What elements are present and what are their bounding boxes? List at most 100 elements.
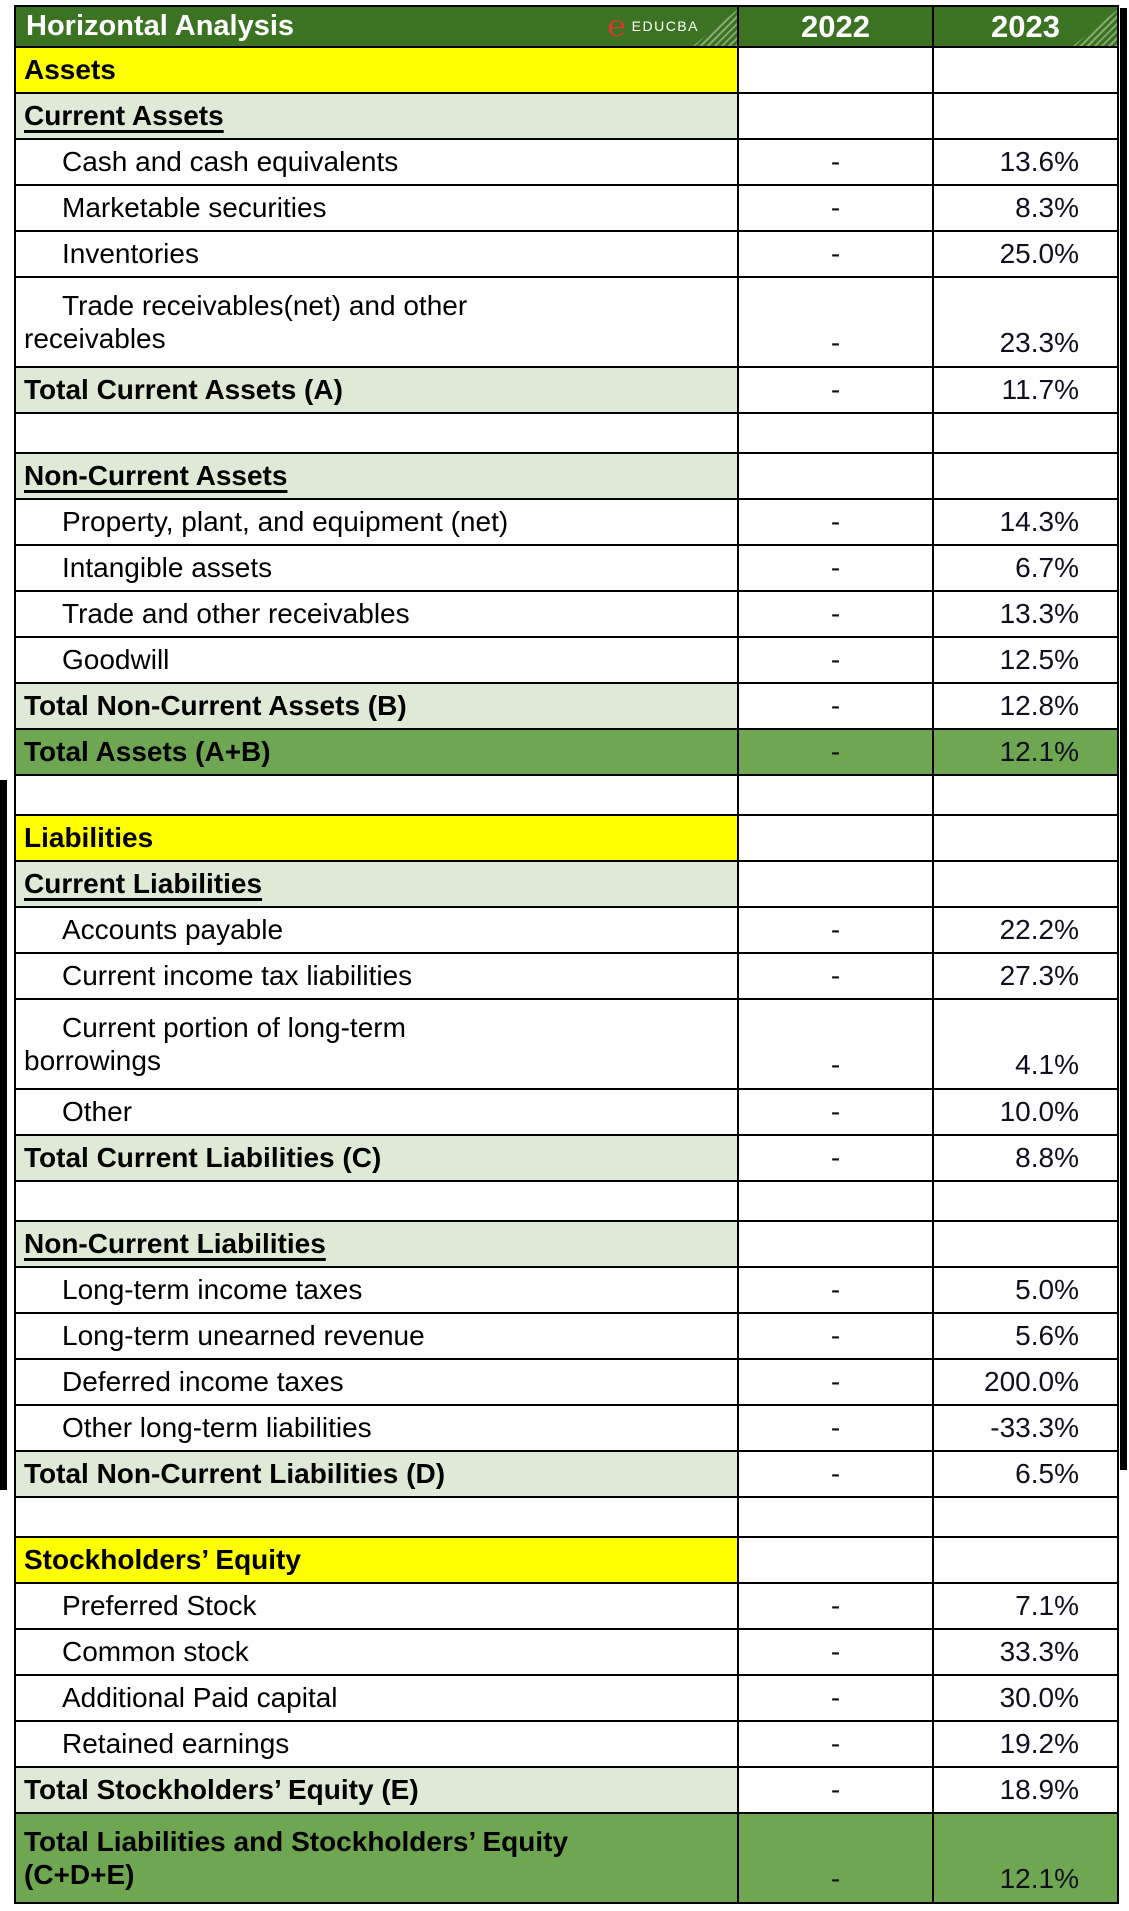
value-2023-cell: 6.5% xyxy=(1015,1458,1079,1489)
row-label: Deferred income taxes xyxy=(62,1366,344,1398)
row-label: Total Current Liabilities (C) xyxy=(24,1142,382,1174)
educba-logo-text: EDUCBA xyxy=(631,18,699,35)
column-header-2023: 2023 xyxy=(934,7,1117,46)
row-label: Total Current Assets (A) xyxy=(24,374,343,406)
value-2022-cell: - xyxy=(739,1314,934,1358)
table-header-row: Horizontal Analysis ℮ EDUCBA 2022 2023 xyxy=(16,7,1117,48)
row-label: Total Non-Current Liabilities (D) xyxy=(24,1458,446,1490)
value-2022-cell: - xyxy=(739,186,934,230)
label-cell: Current income tax liabilities xyxy=(16,954,739,998)
total-row: Total Current Liabilities (C) - 8.8% xyxy=(16,1136,1117,1182)
row-label: Liabilities xyxy=(24,822,154,854)
value-2023-cell xyxy=(934,48,1117,92)
row-label: Current Liabilities xyxy=(24,868,263,900)
value-2023-cell xyxy=(934,1222,1117,1266)
row-label: Property, plant, and equipment (net) xyxy=(62,506,509,538)
grand-total-row: Total Liabilities and Stockholders’ Equi… xyxy=(16,1814,1117,1902)
value-2023-cell: 12.1% xyxy=(934,1814,1117,1902)
row-label: Cash and cash equivalents xyxy=(62,146,399,178)
value-2022-cell: - xyxy=(739,1406,934,1450)
value-2022-cell: - xyxy=(739,592,934,636)
label-cell: Other xyxy=(16,1090,739,1134)
label-cell: Inventories xyxy=(16,232,739,276)
label-cell xyxy=(16,776,739,814)
value-2023-cell: 33.3% xyxy=(999,1636,1079,1667)
value-2022-cell xyxy=(739,1222,934,1266)
label-cell: Total Liabilities and Stockholders’ Equi… xyxy=(16,1814,739,1902)
value-2022-cell xyxy=(739,1538,934,1582)
row-label: Total Liabilities and Stockholders’ Equi… xyxy=(24,1825,569,1857)
value-2022-cell: - xyxy=(739,1000,934,1088)
horizontal-analysis-table: Horizontal Analysis ℮ EDUCBA 2022 2023 A… xyxy=(14,5,1119,1904)
value-2022-cell: - xyxy=(739,546,934,590)
value-2023-cell: 12.1% xyxy=(934,730,1117,774)
corner-hatch-texture xyxy=(1073,10,1117,46)
label-cell: Goodwill xyxy=(16,638,739,682)
subsection-header-row: Current Liabilities xyxy=(16,862,1117,908)
value-2023-cell xyxy=(934,1182,1117,1220)
spacer-row xyxy=(16,776,1117,816)
section-header-row: Liabilities xyxy=(16,816,1117,862)
header-title-cell: Horizontal Analysis ℮ EDUCBA xyxy=(16,7,739,46)
label-cell: Total Non-Current Liabilities (D) xyxy=(16,1452,739,1496)
line-item-row: Other - 10.0% xyxy=(16,1090,1117,1136)
value-2023-cell: 23.3% xyxy=(999,327,1079,358)
value-2022-cell: - xyxy=(739,1768,934,1812)
line-item-row: Long-term income taxes - 5.0% xyxy=(16,1268,1117,1314)
value-2023-cell: 13.3% xyxy=(999,598,1079,629)
value-2023-cell: 8.3% xyxy=(1015,192,1079,223)
spacer-row xyxy=(16,1498,1117,1538)
column-header-2022: 2022 xyxy=(739,7,934,46)
value-2023-cell: 5.0% xyxy=(1015,1274,1079,1305)
value-2022-cell: - xyxy=(739,500,934,544)
left-border-artifact xyxy=(0,780,7,1490)
table-body: Assets Current Assets Cash and cash equiva… xyxy=(16,48,1117,1902)
line-item-row: Cash and cash equivalents - 13.6% xyxy=(16,140,1117,186)
label-cell: Current Assets xyxy=(16,94,739,138)
row-label: Non-Current Liabilities xyxy=(24,1228,326,1260)
label-cell xyxy=(16,1498,739,1536)
value-2022-cell: - xyxy=(739,1090,934,1134)
total-row: Total Stockholders’ Equity (E) - 18.9% xyxy=(16,1768,1117,1814)
value-2022-cell: - xyxy=(739,232,934,276)
value-2023-cell: 5.6% xyxy=(1015,1320,1079,1351)
value-2023-cell: 14.3% xyxy=(999,506,1079,537)
spacer-row xyxy=(16,1182,1117,1222)
label-cell: Preferred Stock xyxy=(16,1584,739,1628)
line-item-row: Long-term unearned revenue - 5.6% xyxy=(16,1314,1117,1360)
row-label: Common stock xyxy=(62,1636,249,1668)
row-label: Accounts payable xyxy=(62,914,284,946)
value-2022-cell xyxy=(739,776,934,814)
value-2022-cell xyxy=(739,94,934,138)
value-2022-cell: - xyxy=(739,1360,934,1404)
value-2023-cell xyxy=(934,776,1117,814)
label-cell: Deferred income taxes xyxy=(16,1360,739,1404)
label-cell: Current portion of long-term borrowings xyxy=(16,1000,739,1088)
row-label: Current income tax liabilities xyxy=(62,960,413,992)
line-item-row: Current income tax liabilities - 27.3% xyxy=(16,954,1117,1000)
value-2022-cell xyxy=(739,414,934,452)
value-2022-cell: - xyxy=(739,684,934,728)
value-2023-cell xyxy=(934,1538,1117,1582)
row-label: Trade receivables(net) and other xyxy=(62,289,468,321)
value-2022-cell: - xyxy=(739,1722,934,1766)
line-item-row: Marketable securities - 8.3% xyxy=(16,186,1117,232)
line-item-row: Property, plant, and equipment (net) - 14.… xyxy=(16,500,1117,546)
value-2023-cell: 11.7% xyxy=(1001,374,1079,405)
value-2023-cell: 7.1% xyxy=(1015,1590,1079,1621)
line-item-row: Inventories - 25.0% xyxy=(16,232,1117,278)
column-header-2022-label: 2022 xyxy=(801,8,870,44)
row-label: Total Stockholders’ Equity (E) xyxy=(24,1774,419,1806)
total-row: Total Non-Current Liabilities (D) - 6.5% xyxy=(16,1452,1117,1498)
row-label: Marketable securities xyxy=(62,192,327,224)
value-2022-cell: - xyxy=(739,908,934,952)
label-cell: Total Stockholders’ Equity (E) xyxy=(16,1768,739,1812)
row-label: Inventories xyxy=(62,238,199,270)
spacer-row xyxy=(16,414,1117,454)
label-cell: Total Non-Current Assets (B) xyxy=(16,684,739,728)
value-2023-cell xyxy=(934,414,1117,452)
subsection-header-row: Non-Current Liabilities xyxy=(16,1222,1117,1268)
row-label: Additional Paid capital xyxy=(62,1682,338,1714)
row-label: Total Non-Current Assets (B) xyxy=(24,690,407,722)
row-label: Other xyxy=(62,1096,133,1128)
